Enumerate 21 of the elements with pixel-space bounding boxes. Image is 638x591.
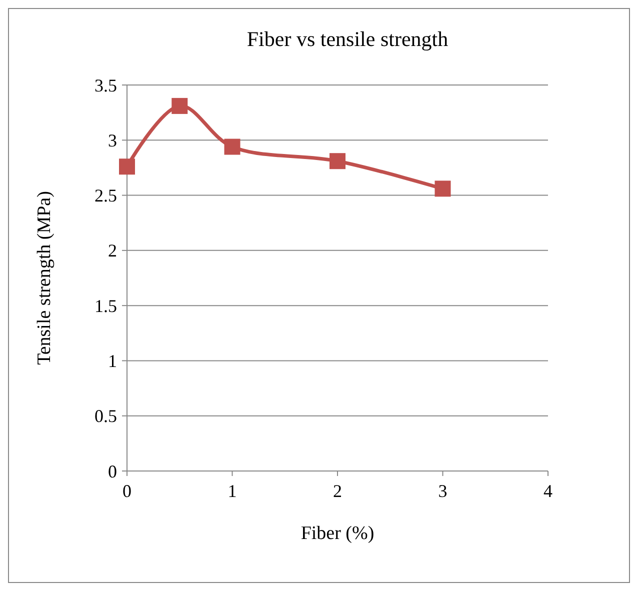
x-tick-label: 0 [122, 481, 132, 501]
point [119, 158, 135, 175]
y-tick-label: 0 [108, 461, 117, 482]
y-tick-label: 1.5 [94, 296, 117, 316]
chart-title: Fiber vs tensile strength [246, 27, 449, 51]
point [224, 138, 240, 155]
point [172, 98, 188, 114]
x-tick-label: 2 [333, 481, 342, 501]
x-tick-label: 1 [228, 481, 237, 501]
x-axis-title: Fiber (%) [300, 523, 374, 544]
y-tick-label: 1 [108, 351, 117, 372]
x-tick-label: 4 [544, 481, 552, 501]
point [434, 180, 451, 197]
point [330, 153, 346, 170]
x-tick-label: 3 [438, 481, 448, 501]
y-tick-label: 2 [108, 240, 117, 261]
y-tick-label: 2.5 [94, 186, 117, 206]
y-tick-label: 3.5 [94, 75, 117, 96]
y-axis-title: Tensile strength (MPa) [34, 191, 55, 365]
y-tick-label: 0.5 [94, 406, 117, 426]
y-tick-label: 3 [108, 130, 117, 150]
